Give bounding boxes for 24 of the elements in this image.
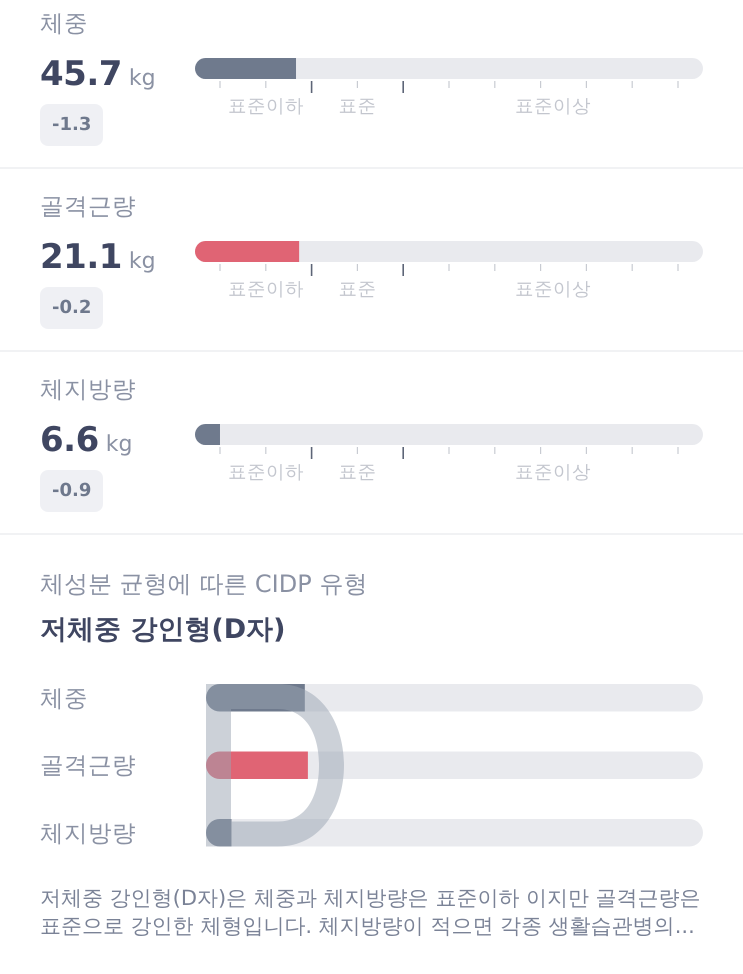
text: 표준 (338, 461, 376, 485)
chart-title: 체성분 균형에 따른 CIDP 유형 (40, 569, 368, 600)
text: 21.1 kg (40, 236, 156, 279)
text: -0.2 (40, 287, 104, 329)
text: 저체중 강인형(D자)은 체중과 체지방량은 표준이하 이지만 골격근량은 표준으로 강인한 체형입니다. 체지방량이 적으면 각종 생활습관병의... (40, 885, 702, 940)
y-tick-label: 체중 (40, 8, 88, 39)
annotation: 표준이하 (228, 95, 304, 119)
y-tick-label: 체중 (40, 682, 88, 714)
y-tick-label: 체지방량 (40, 374, 136, 405)
y-tick-label: 골격근량 (40, 750, 136, 782)
annotation: 표준이하 (228, 278, 304, 302)
text: 6.6 kg (40, 419, 132, 462)
y-tick-label: 골격근량 (40, 191, 136, 222)
text: 45.7 kg (40, 53, 156, 96)
text: 표준이상 (515, 278, 592, 302)
text: 표준이상 (515, 461, 592, 485)
annotation: 표준이하 (228, 461, 304, 485)
text: -1.3 (40, 104, 104, 146)
text: 표준 (338, 278, 376, 302)
chart-subtitle: 저체중 강인형(D자) (40, 613, 286, 647)
text: -0.9 (40, 470, 104, 512)
y-tick-label: 체지방량 (40, 818, 136, 849)
text: 표준 (338, 95, 376, 119)
text: 표준이상 (515, 95, 592, 119)
